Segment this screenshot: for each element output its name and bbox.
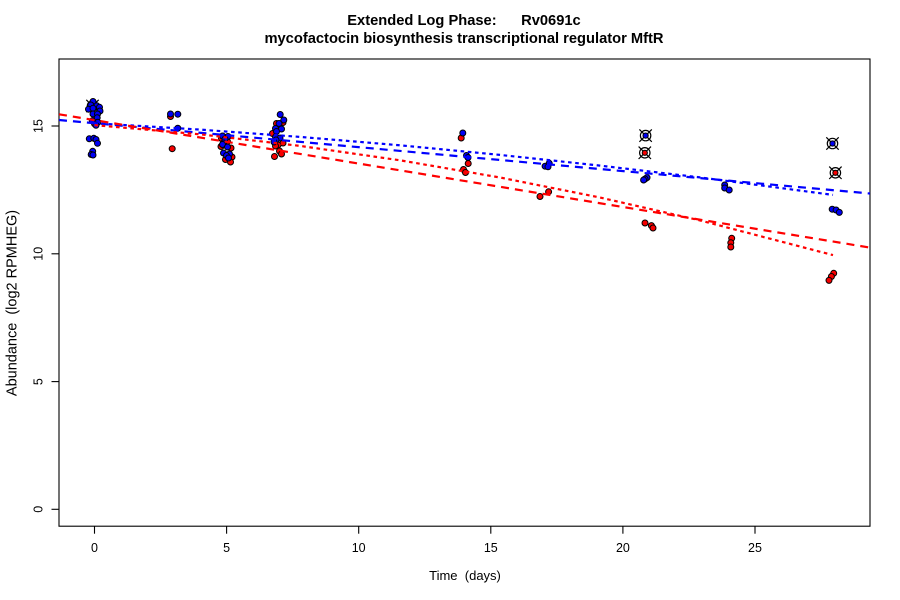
svg-text:Extended Log Phase: Rv069: Extended Log Phase: Rv0691c	[347, 13, 580, 29]
svg-text:Time (days): Time (days)	[429, 568, 501, 583]
svg-text:10: 10	[31, 247, 45, 261]
svg-text:0: 0	[32, 506, 46, 513]
svg-text:20: 20	[616, 541, 630, 555]
svg-text:mycofactocin biosynthesis tran: mycofactocin biosynthesis transcriptiona…	[264, 31, 663, 47]
svg-text:25: 25	[748, 541, 762, 555]
svg-text:5: 5	[223, 541, 230, 555]
svg-text:0: 0	[91, 541, 98, 555]
svg-text:5: 5	[32, 378, 46, 385]
svg-text:15: 15	[484, 541, 498, 555]
svg-text:10: 10	[352, 541, 366, 555]
svg-text:Abundance (log2 RPMHEG): Abundance (log2 RPMHEG)	[5, 210, 21, 396]
svg-text:15: 15	[32, 119, 46, 133]
